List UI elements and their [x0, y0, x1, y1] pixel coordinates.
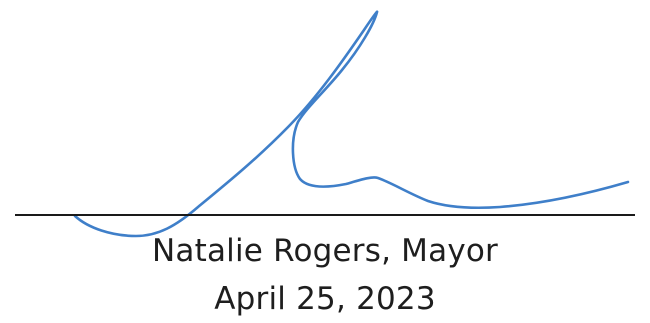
signature-date: April 25, 2023: [214, 281, 436, 317]
signature-line: [15, 214, 635, 216]
signature-stroke: [73, 10, 630, 238]
signer-name-title: Natalie Rogers, Mayor: [152, 233, 498, 269]
